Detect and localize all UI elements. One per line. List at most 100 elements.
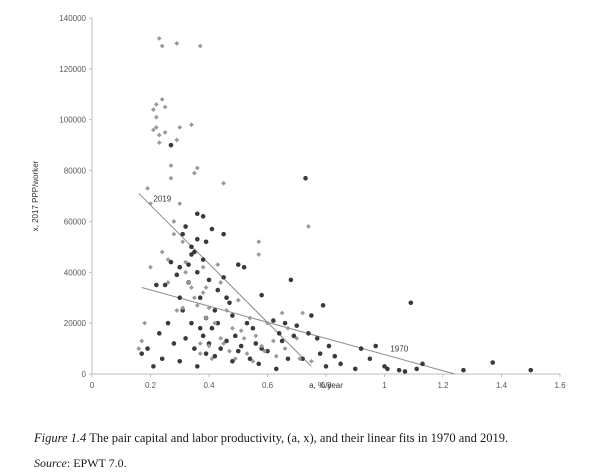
point-1970	[300, 356, 305, 362]
point-1970	[461, 367, 466, 373]
point-2019	[186, 280, 191, 285]
point-1970	[197, 295, 203, 301]
point-2019	[197, 341, 203, 346]
point-2019	[306, 224, 311, 229]
point-1970	[209, 325, 215, 331]
y-tick-label: 120000	[59, 65, 86, 74]
point-2019	[165, 257, 171, 262]
point-1970	[396, 367, 402, 373]
point-1970	[259, 346, 264, 351]
point-1970	[247, 356, 253, 362]
point-2019	[174, 137, 180, 143]
point-2019	[168, 163, 174, 168]
data-points	[136, 35, 534, 374]
point-1970	[218, 346, 223, 351]
point-1970	[203, 351, 209, 356]
point-2019	[200, 290, 206, 296]
point-2019	[180, 305, 186, 311]
point-1970	[373, 343, 379, 349]
point-1970	[282, 320, 288, 326]
point-1970	[259, 292, 264, 298]
point-2019	[206, 343, 212, 349]
point-1970	[420, 361, 425, 367]
x-axis-label: a, %/year	[309, 381, 343, 390]
point-2019	[247, 315, 253, 321]
x-tick-label: 0	[90, 381, 95, 390]
source-label: Source	[34, 456, 67, 470]
point-1970	[244, 320, 250, 326]
point-1970	[195, 269, 200, 275]
point-1970	[221, 231, 226, 237]
figure-source: Source: EPWT 7.0.	[34, 456, 127, 471]
point-1970	[189, 320, 194, 326]
point-1970	[165, 320, 171, 326]
point-1970	[385, 366, 390, 372]
point-2019	[244, 351, 250, 357]
point-2019	[253, 333, 259, 339]
point-1970	[288, 277, 294, 283]
point-2019	[159, 43, 165, 49]
point-1970	[314, 336, 320, 341]
point-1970	[235, 262, 241, 267]
point-2019	[197, 43, 203, 49]
fit-line-2019	[138, 193, 312, 367]
point-2019	[189, 122, 194, 128]
point-1970	[215, 320, 221, 326]
x-tick-label: 0.8	[320, 381, 332, 390]
point-2019	[230, 325, 235, 331]
point-1970	[192, 249, 197, 255]
point-2019	[209, 356, 215, 362]
point-2019	[200, 264, 206, 270]
point-1970	[200, 257, 206, 262]
y-tick-labels: 0 20000 40000 60000 80000 100000 120000 140000	[59, 14, 92, 379]
point-1970	[230, 313, 235, 318]
point-1970	[195, 236, 200, 242]
figure-label: Figure 1.4	[34, 431, 87, 445]
point-2019	[273, 353, 279, 359]
figure-caption: Figure 1.4 The pair capital and labor pr…	[34, 430, 594, 446]
point-2019	[262, 348, 267, 354]
point-1970	[156, 331, 162, 336]
point-1970	[230, 358, 235, 364]
fit-label-2019: 2019	[153, 195, 171, 204]
point-1970	[180, 308, 185, 313]
point-1970	[332, 353, 338, 359]
point-1970	[168, 142, 174, 148]
y-tick-label: 20000	[64, 319, 87, 328]
point-1970	[139, 351, 145, 356]
figure-caption-text: The pair capital and labor productivity,…	[86, 431, 509, 445]
point-1970	[358, 346, 364, 351]
point-2019	[212, 320, 218, 326]
point-1970	[323, 364, 329, 369]
point-2019	[153, 124, 159, 130]
point-1970	[309, 313, 314, 318]
point-2019	[145, 185, 150, 191]
x-tick-label: 1.6	[554, 381, 566, 390]
point-2019	[171, 219, 177, 224]
x-tick-label: 0.6	[262, 381, 274, 390]
point-1970	[294, 323, 300, 328]
point-1970	[241, 264, 247, 270]
point-2019	[256, 252, 262, 257]
x-tick-labels: 0 0.2 0.4 0.6 0.8 1 1.2 1.4 1.6	[90, 374, 566, 390]
point-1970	[209, 226, 215, 232]
point-1970	[285, 356, 291, 362]
point-1970	[183, 224, 188, 229]
point-2019	[156, 132, 162, 138]
point-1970	[317, 351, 323, 356]
point-2019	[300, 310, 305, 316]
point-1970	[326, 343, 332, 349]
point-1970	[279, 338, 285, 344]
point-1970	[265, 348, 270, 354]
point-2019	[174, 308, 180, 313]
point-1970	[402, 369, 408, 374]
point-1970	[195, 364, 200, 369]
point-1970	[233, 333, 238, 339]
point-2019	[250, 358, 256, 364]
y-tick-label: 60000	[64, 217, 87, 226]
point-2019	[294, 336, 300, 341]
point-2019	[162, 104, 168, 110]
y-axis-label: x, 2017 PPP/worker	[31, 160, 40, 231]
point-1970	[291, 333, 297, 339]
point-2019	[159, 249, 165, 255]
